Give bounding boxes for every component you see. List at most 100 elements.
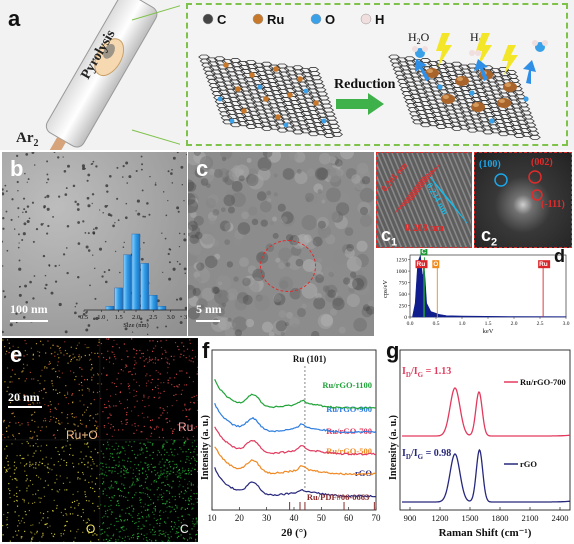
map-pixel: [170, 510, 172, 512]
map-pixel: [33, 403, 35, 405]
map-pixel: [112, 497, 114, 499]
nanoparticle: [183, 233, 186, 235]
map-pixel: [107, 400, 110, 402]
nanoparticle: [126, 322, 129, 324]
map-pixel: [140, 431, 142, 433]
nanoparticle: [112, 224, 115, 228]
map-pixel: [82, 531, 84, 533]
map-pixel: [160, 392, 162, 394]
graphene-cell: [410, 115, 423, 121]
map-pixel: [97, 413, 99, 415]
map-pixel: [178, 486, 180, 488]
graphene-cell: [229, 122, 242, 128]
map-pixel: [23, 465, 26, 467]
map-pixel: [40, 389, 43, 392]
histogram-tick-label: 0.5: [80, 314, 88, 321]
map-pixel: [193, 402, 195, 404]
map-pixel: [63, 450, 65, 452]
map-pixel: [180, 491, 183, 493]
map-pixel: [71, 501, 74, 504]
map-pixel: [57, 491, 59, 493]
map-pixel: [167, 471, 169, 473]
texture-blob: [296, 307, 306, 318]
map-pixel: [82, 511, 85, 514]
map-pixel: [75, 347, 77, 349]
map-pixel: [105, 463, 107, 465]
graphene-cell: [497, 131, 510, 137]
map-pixel: [153, 494, 155, 496]
map-pixel: [119, 391, 121, 394]
map-pixel: [137, 479, 139, 481]
map-pixel: [118, 504, 120, 507]
map-pixel: [100, 533, 102, 535]
map-pixel: [69, 513, 71, 515]
map-pixel: [58, 453, 60, 456]
map-pixel: [107, 350, 109, 352]
map-pixel: [190, 360, 192, 362]
map-pixel: [117, 520, 119, 523]
map-pixel: [102, 469, 104, 471]
map-pixel: [187, 438, 189, 440]
map-pixel: [182, 537, 185, 539]
map-pixel: [60, 535, 62, 537]
map-pixel: [32, 354, 34, 356]
map-pixel: [142, 492, 144, 494]
map-pixel: [142, 468, 144, 470]
map-pixel: [66, 440, 69, 442]
map-pixel: [157, 384, 159, 387]
map-pixel: [188, 359, 190, 361]
map-pixel: [15, 422, 17, 424]
map-pixel: [160, 474, 162, 476]
map-pixel: [133, 379, 135, 381]
map-pixel: [32, 358, 34, 360]
map-pixel: [127, 535, 129, 538]
xrd-series-line: [214, 446, 377, 476]
map-pixel: [159, 532, 161, 535]
map-pixel: [130, 485, 132, 487]
eds-xtick-label: 1.5: [485, 321, 492, 327]
map-pixel: [39, 512, 42, 514]
map-pixel: [23, 367, 25, 369]
map-pixel: [58, 422, 60, 424]
nanoparticle: [65, 187, 68, 189]
map-pixel: [78, 436, 80, 439]
map-pixel: [131, 520, 134, 522]
map-pixel: [146, 487, 148, 489]
map-pixel: [171, 451, 173, 453]
nanoparticle: [104, 204, 108, 208]
graphene-cell: [508, 78, 520, 84]
nanoparticle: [165, 214, 168, 217]
ru-atom: [313, 100, 319, 106]
atom-legend: C Ru O H: [202, 12, 384, 27]
map-pixel: [11, 412, 13, 415]
map-pixel: [188, 409, 190, 411]
map-pixel: [52, 344, 54, 346]
c1-label: c1: [381, 225, 398, 248]
map-pixel: [7, 468, 9, 470]
raman-ratio-part: G: [418, 371, 424, 379]
raman-ratio-part: I: [402, 448, 406, 459]
ru-cluster-highlight: [499, 99, 505, 103]
nanoparticle: [66, 271, 69, 275]
map-pixel: [11, 369, 14, 371]
map-pixel: [185, 440, 187, 442]
map-pixel: [169, 540, 171, 542]
map-pixel: [3, 345, 6, 348]
map-pixel: [59, 489, 61, 491]
texture-dark: [350, 271, 357, 278]
map-pixel: [186, 458, 188, 460]
map-pixel: [155, 481, 157, 483]
map-pixel: [9, 421, 11, 424]
map-pixel: [175, 466, 178, 469]
map-pixel: [85, 522, 87, 524]
graphene-cell: [199, 58, 212, 64]
map-pixel: [178, 526, 180, 528]
map-pixel: [49, 420, 51, 423]
map-pixel: [146, 516, 148, 518]
map-pixel: [186, 455, 188, 458]
map-pixel: [28, 404, 30, 406]
map-pixel: [55, 474, 58, 476]
map-pixel: [31, 532, 33, 534]
ru-cluster-highlight: [427, 69, 433, 73]
map-pixel: [31, 538, 33, 541]
